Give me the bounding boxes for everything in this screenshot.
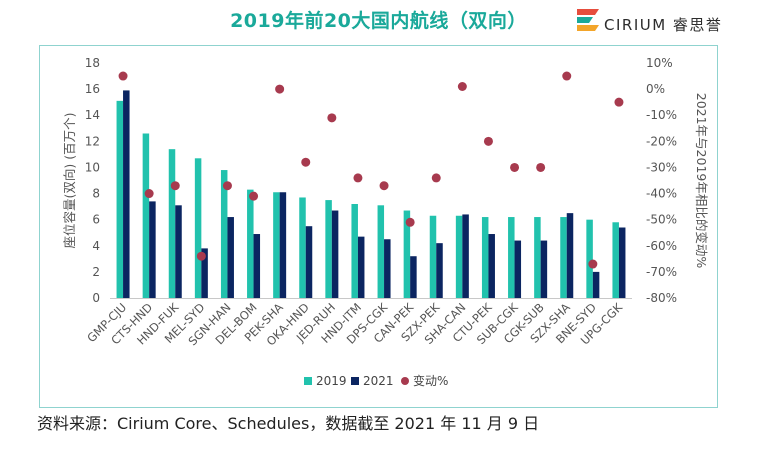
bar-2021 xyxy=(618,227,626,298)
bar-2021 xyxy=(436,243,443,298)
bar-2019 xyxy=(612,222,619,298)
y2-tick-label: -60% xyxy=(646,239,677,253)
bar-2021 xyxy=(227,217,234,298)
y2-tick-label: -80% xyxy=(646,291,677,305)
bar-2019 xyxy=(273,192,280,298)
change-point xyxy=(405,217,415,227)
y-tick-label: 18 xyxy=(85,56,100,70)
change-point xyxy=(379,181,389,191)
legend-label-change: 变动% xyxy=(413,373,448,388)
y2-tick-label: -50% xyxy=(646,213,677,227)
change-point xyxy=(536,162,546,172)
bar-2021 xyxy=(357,236,365,298)
bar-2021 xyxy=(123,90,130,299)
legend-swatch-2019 xyxy=(304,377,312,385)
change-point xyxy=(301,157,311,167)
y2-tick-label: 0% xyxy=(646,82,665,96)
bar-2021 xyxy=(566,213,574,298)
change-point xyxy=(510,162,520,172)
bar-2019 xyxy=(455,215,463,298)
bar-2019 xyxy=(351,204,358,298)
cirium-logo-icon xyxy=(577,9,599,31)
bar-2021 xyxy=(305,226,313,298)
y-tick-label: 4 xyxy=(92,239,100,253)
bar-2019 xyxy=(534,217,541,298)
source-note: 资料来源：Cirium Core、Schedules，数据截至 2021 年 1… xyxy=(37,414,540,433)
legend-swatch-change xyxy=(401,377,409,385)
legend-label-2019: 2019 xyxy=(316,374,347,388)
legend-swatch-2021 xyxy=(351,377,359,385)
y2-tick-label: -40% xyxy=(646,187,677,201)
change-point xyxy=(249,191,259,201)
bar-2019 xyxy=(325,200,332,298)
bar-2021 xyxy=(514,240,522,298)
y-tick-label: 6 xyxy=(92,213,100,227)
y-tick-label: 0 xyxy=(92,291,100,305)
change-point xyxy=(614,97,624,107)
y-tick-label: 12 xyxy=(85,134,100,148)
y-tick-label: 16 xyxy=(85,82,100,96)
change-point xyxy=(562,71,572,81)
change-point xyxy=(170,181,180,191)
bar-2021 xyxy=(175,205,182,298)
change-point xyxy=(275,84,285,94)
y-tick-label: 8 xyxy=(92,187,100,201)
bar-2021 xyxy=(410,256,417,298)
bar-2019 xyxy=(586,219,593,298)
bar-2021 xyxy=(540,240,548,298)
brand-name: CIRIUM 睿思誉 xyxy=(604,16,723,34)
change-point xyxy=(457,82,467,91)
bar-2021 xyxy=(331,210,339,298)
y2-tick-label: -20% xyxy=(646,134,677,148)
bar-2021 xyxy=(384,239,391,298)
change-point xyxy=(118,71,128,81)
bar-2019 xyxy=(116,100,124,298)
y2-tick-label: 10% xyxy=(646,56,673,70)
bar-2021 xyxy=(279,192,287,298)
bar-2019 xyxy=(403,210,411,298)
bar-2019 xyxy=(377,205,385,298)
change-point xyxy=(222,181,232,191)
change-point xyxy=(483,136,493,146)
y2-axis-title: 2021年与2019年相比的变动% xyxy=(694,93,709,269)
bar-2021 xyxy=(488,234,495,298)
bar-2019 xyxy=(481,217,489,298)
y-tick-label: 2 xyxy=(92,265,100,279)
bar-2021 xyxy=(253,234,261,298)
change-point xyxy=(144,189,154,199)
bar-2019 xyxy=(508,217,515,298)
bar-2019 xyxy=(560,217,567,298)
change-point xyxy=(588,259,598,269)
chart-frame xyxy=(39,45,718,408)
change-point xyxy=(431,173,441,183)
bar-2019 xyxy=(299,197,306,298)
y2-tick-label: -70% xyxy=(646,265,677,279)
change-point xyxy=(327,113,337,123)
y-axis-title: 座位容量(双向) (百万个) xyxy=(62,113,77,249)
change-point xyxy=(196,251,206,261)
bar-2019 xyxy=(429,215,437,298)
legend-label-2021: 2021 xyxy=(363,374,394,388)
y2-tick-label: -10% xyxy=(646,108,677,122)
y-tick-label: 10 xyxy=(85,160,100,174)
bar-2021 xyxy=(201,248,208,298)
bar-2019 xyxy=(194,158,202,298)
change-point xyxy=(353,173,363,183)
bar-2021 xyxy=(462,214,469,298)
bar-2019 xyxy=(220,170,228,298)
bar-2019 xyxy=(247,189,254,298)
chart-title: 2019年前20大国内航线（双向） xyxy=(230,10,527,32)
y2-tick-label: -30% xyxy=(646,160,677,174)
bar-2019 xyxy=(142,133,150,298)
y-tick-label: 14 xyxy=(85,108,100,122)
bar-2021 xyxy=(149,201,156,298)
bar-2019 xyxy=(168,149,176,298)
bar-2021 xyxy=(592,271,600,298)
